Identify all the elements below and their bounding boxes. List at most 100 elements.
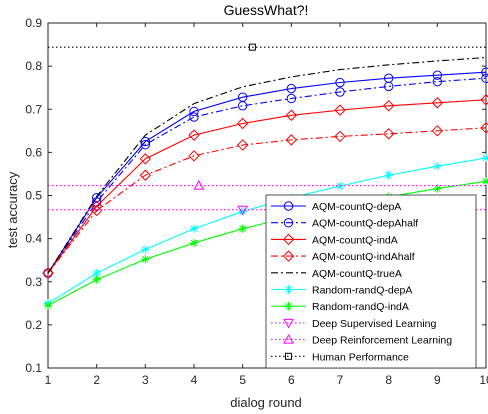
data-point <box>432 70 443 80</box>
legend-marker <box>283 218 294 228</box>
series-4 <box>47 56 487 274</box>
y-tick-label: 0.8 <box>25 59 42 73</box>
y-tick-label: 0.4 <box>25 232 42 246</box>
data-point <box>139 153 152 165</box>
data-point <box>189 106 199 117</box>
legend-box <box>265 194 477 369</box>
data-point <box>431 125 444 137</box>
x-tick-label: 9 <box>434 373 441 387</box>
data-point <box>193 180 205 190</box>
legend-item: AQM-countQ-depA <box>271 201 401 213</box>
data-point <box>43 268 53 278</box>
x-tick-label: 7 <box>337 373 344 387</box>
data-point <box>383 81 394 92</box>
legend-label: AQM-countQ-indA <box>312 234 398 246</box>
data-point <box>236 117 249 130</box>
data-point <box>189 238 199 248</box>
legend-label: AQM-countQ-trueA <box>312 268 402 280</box>
series-3 <box>42 122 488 279</box>
data-point <box>238 224 247 233</box>
data-point <box>286 83 297 94</box>
series-line <box>47 56 487 274</box>
legend-item: Random-randQ-depA <box>271 285 412 297</box>
data-point <box>481 67 488 77</box>
legend-item: AQM-countQ-depAhalf <box>271 218 418 230</box>
data-point <box>481 73 488 83</box>
y-axis-title: test accuracy <box>5 171 20 248</box>
legend-marker <box>284 285 293 294</box>
x-tick-label: 10 <box>479 373 488 387</box>
y-tick-label: 0.2 <box>25 318 42 332</box>
legend-item: Deep Reinforcement Learning <box>271 334 452 347</box>
legend-marker <box>283 334 294 344</box>
data-point <box>42 267 54 279</box>
x-tick-label: 8 <box>385 373 392 387</box>
series-1 <box>43 73 488 278</box>
data-point <box>139 169 152 181</box>
legend-marker <box>284 302 293 311</box>
data-point <box>188 150 200 162</box>
x-tick-label: 4 <box>191 373 198 387</box>
data-point <box>431 97 444 109</box>
data-point <box>384 171 393 180</box>
x-tick-label: 6 <box>288 373 295 387</box>
y-tick-label: 0.6 <box>25 145 42 159</box>
data-point <box>189 112 199 122</box>
series-line <box>47 127 487 274</box>
legend-item: Deep Supervised Learning <box>271 318 436 330</box>
data-point <box>140 136 151 147</box>
data-point <box>237 101 248 111</box>
legend-marker <box>282 233 295 246</box>
legend-marker <box>285 352 292 360</box>
plot-area: 1 2 3 4 5 6 7 8 9 10 0.1 0.2 0.3 0.4 0.5 0.6 0.7 0.8 0.9 AQ… <box>25 16 488 387</box>
x-tick-label: 2 <box>93 373 100 387</box>
data-point <box>141 255 150 264</box>
data-point <box>285 109 298 121</box>
data-point <box>433 161 442 171</box>
legend-label: Deep Supervised Learning <box>312 318 436 330</box>
data-point <box>334 130 346 143</box>
legend-label: AQM-countQ-depAhalf <box>312 218 418 230</box>
series-line <box>47 77 487 274</box>
data-point <box>481 177 488 186</box>
series-2 <box>42 94 488 279</box>
legend-label: Deep Reinforcement Learning <box>312 335 452 347</box>
x-tick-label: 5 <box>239 373 246 387</box>
legend: AQM-countQ-depA AQM-countQ-depAhalf AQM-co… <box>265 194 477 369</box>
data-point <box>285 134 298 146</box>
legend-item: Random-randQ-indA <box>271 301 409 313</box>
x-tick-label: 3 <box>142 373 149 387</box>
data-point <box>286 93 297 104</box>
legend-label: AQM-countQ-depA <box>312 201 401 213</box>
legend-marker <box>283 318 294 329</box>
legend-label: Human Performance <box>312 351 409 363</box>
y-tick-label: 0.7 <box>25 102 42 116</box>
data-point <box>238 207 247 216</box>
data-point <box>43 301 53 310</box>
data-point <box>141 245 150 254</box>
data-point <box>140 139 151 150</box>
data-point <box>248 43 256 51</box>
y-tick-label: 0.1 <box>25 361 42 375</box>
data-point <box>334 104 346 116</box>
data-point <box>188 129 200 141</box>
legend-label: Random-randQ-indA <box>312 301 409 313</box>
legend-item: AQM-countQ-indA <box>271 233 398 246</box>
data-point <box>90 204 103 217</box>
data-point <box>92 275 101 284</box>
legend-label: AQM-countQ-indAhalf <box>312 251 415 263</box>
legend-item: AQM-countQ-trueA <box>271 268 402 280</box>
data-point <box>335 77 345 88</box>
data-point <box>432 76 443 87</box>
data-point <box>189 224 199 233</box>
data-point <box>481 153 488 163</box>
data-point <box>480 94 488 106</box>
series-8 <box>48 180 486 190</box>
data-point <box>433 184 442 193</box>
data-point <box>236 139 249 151</box>
data-point <box>480 122 488 134</box>
data-point <box>92 268 101 278</box>
y-tick-label: 0.3 <box>25 275 42 289</box>
legend-marker <box>283 201 294 211</box>
